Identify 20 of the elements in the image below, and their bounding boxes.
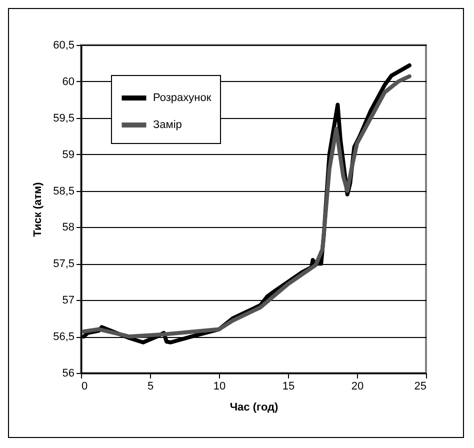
y-tick-label: 57,5 — [53, 258, 74, 270]
x-tick-label: 0 — [82, 380, 88, 392]
y-tick-label: 56 — [62, 368, 74, 380]
y-tick-label: 58,5 — [53, 185, 74, 198]
legend-label: Замір — [153, 119, 182, 131]
x-tick-label: 5 — [147, 380, 154, 392]
y-tick-label: 59,5 — [53, 112, 74, 124]
y-tick-label: 56,5 — [53, 331, 74, 344]
x-axis-title: Час (год) — [230, 402, 279, 414]
legend-label: Розрахунок — [153, 92, 212, 104]
x-tick-label: 15 — [282, 380, 295, 392]
x-tick-label: 20 — [351, 380, 364, 392]
y-axis-title: Тиск (атм) — [32, 182, 44, 237]
y-tick-label: 59 — [62, 148, 74, 161]
y-tick-label: 60 — [62, 76, 74, 88]
x-tick-label: 25 — [414, 380, 426, 392]
y-tick-label: 57 — [62, 294, 74, 307]
x-tick-label: 10 — [213, 380, 226, 392]
y-tick-label: 60,5 — [53, 40, 74, 52]
y-tick-label: 58 — [62, 222, 74, 234]
